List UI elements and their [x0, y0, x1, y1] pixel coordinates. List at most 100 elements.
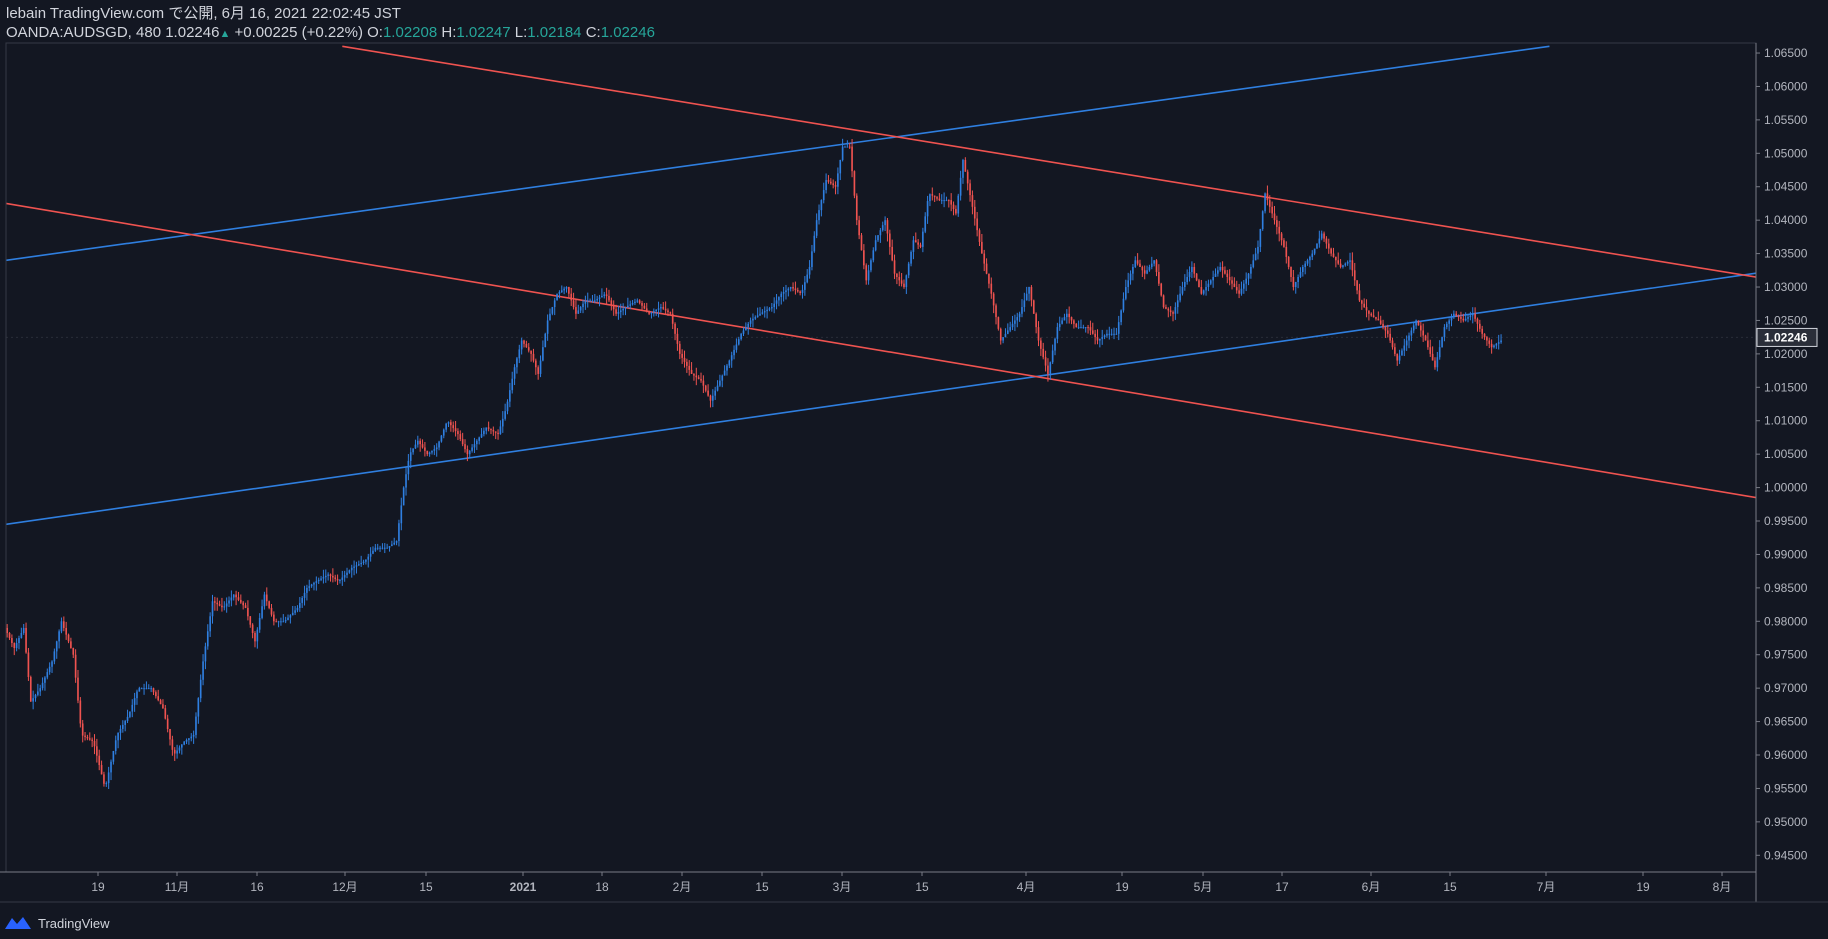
x-tick-label: 12月 [332, 880, 357, 894]
candle-down [688, 365, 691, 370]
candle-up [1254, 253, 1257, 261]
high-value: 1.02247 [456, 24, 511, 41]
time-axis[interactable]: 19 11月 16 12月 15 2021 18 2月 15 3月 15 4月 19 5月 17 6月 15 7月… [91, 872, 1731, 894]
candle-up [308, 586, 311, 588]
candle-down [166, 718, 169, 730]
candle-down [648, 311, 650, 314]
price-axis[interactable]: 1.06500 1.06000 1.05500 1.05000 1.04500 1.040… [1756, 46, 1818, 862]
candle-up [114, 740, 117, 751]
candle-up [579, 307, 582, 311]
candle-up [511, 378, 514, 391]
candle-up [1214, 273, 1217, 277]
candle-up [631, 303, 634, 305]
tradingview-logo-icon[interactable] [4, 915, 32, 931]
candle-up [383, 547, 386, 549]
candle-up [622, 308, 624, 311]
candle-down [645, 308, 648, 312]
candle-up [367, 556, 370, 560]
candle-up [1120, 310, 1122, 323]
candle-up [1153, 260, 1155, 264]
candle-down [1141, 266, 1144, 271]
candle-up [624, 307, 627, 309]
candles[interactable] [6, 138, 1502, 789]
candle-down [62, 621, 65, 628]
candle-up [440, 435, 443, 442]
candle-up [768, 308, 771, 310]
candle-up [1101, 337, 1104, 339]
candle-down [1394, 347, 1396, 354]
candle-up [1051, 350, 1054, 363]
candle-down [91, 739, 93, 741]
candle-up [660, 307, 662, 309]
candle-up [1117, 322, 1120, 334]
candle-down [964, 159, 967, 172]
candle-up [1469, 315, 1472, 318]
candle-up [140, 688, 143, 690]
candle-down [983, 253, 986, 264]
candle-down [534, 360, 537, 368]
candle-down [1365, 307, 1368, 311]
candle-up [18, 638, 20, 644]
candle-down [1233, 283, 1236, 288]
candle-down [8, 632, 11, 639]
candle-up [343, 575, 346, 578]
candle-up [1016, 317, 1019, 321]
candle-up [1054, 338, 1056, 351]
candle-down [1417, 320, 1420, 326]
candle-up [943, 200, 945, 202]
candle-up [34, 694, 37, 699]
candle-up [1493, 345, 1495, 348]
candle-down [938, 198, 941, 201]
candle-up [258, 617, 261, 630]
candle-up [1401, 350, 1403, 356]
candle-down [336, 578, 339, 581]
candle-down [981, 241, 983, 254]
candle-down [81, 723, 84, 736]
candle-down [1032, 300, 1035, 314]
candle-up [1445, 323, 1448, 328]
candle-up [542, 347, 544, 361]
candle-down [1335, 256, 1337, 261]
candle-down [1193, 266, 1196, 274]
x-tick-label: 15 [1443, 880, 1457, 894]
candle-down [494, 431, 497, 433]
x-tick-label: 5月 [1194, 880, 1213, 894]
candle-up [277, 621, 280, 623]
candle-down [1228, 276, 1231, 281]
candle-down [244, 605, 247, 608]
candle-down [1094, 333, 1096, 338]
candle-up [1247, 273, 1250, 279]
candle-down [1047, 365, 1049, 374]
candle-up [1082, 327, 1085, 329]
candle-up [369, 553, 372, 557]
trend-lines[interactable] [6, 45, 1776, 526]
candle-down [976, 218, 978, 231]
y-tick-label: 1.06500 [1764, 46, 1808, 60]
candle-down [858, 220, 860, 236]
candle-up [957, 195, 960, 214]
candle-up [202, 661, 204, 680]
candle-down [1424, 335, 1427, 341]
candle-down [155, 692, 157, 697]
candle-up [1443, 327, 1446, 338]
candle-down [1377, 318, 1380, 321]
candle-down [827, 180, 830, 182]
candle-up [1188, 271, 1191, 277]
candle-up [556, 293, 558, 301]
candle-up [1441, 337, 1443, 348]
candle-up [261, 606, 263, 618]
candle-up [1242, 283, 1245, 289]
candle-up [1028, 287, 1030, 294]
candle-down [1091, 330, 1094, 334]
candle-up [1448, 320, 1450, 324]
candle-down [159, 700, 162, 705]
candle-up [1311, 253, 1314, 257]
brand-label[interactable]: TradingView [38, 915, 110, 931]
candle-up [773, 303, 776, 308]
candle-up [754, 317, 757, 319]
candle-up [112, 750, 115, 762]
candle-up [1304, 263, 1307, 267]
candle-down [1280, 233, 1283, 241]
candle-up [655, 309, 658, 312]
